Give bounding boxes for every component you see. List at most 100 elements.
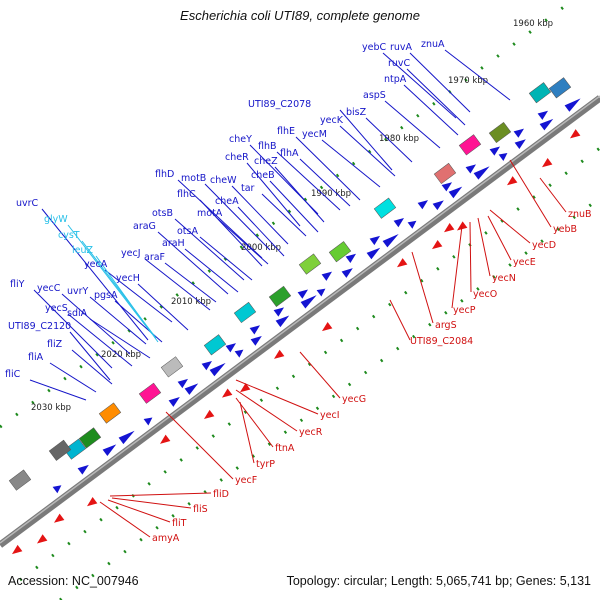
gc-block: [548, 77, 572, 99]
gene-label: fliZ: [47, 339, 63, 350]
blue-leader-line: [269, 180, 319, 233]
gene-label: cheZ: [254, 156, 278, 167]
blue-leader-line: [365, 117, 413, 163]
gene-label: ruvA: [390, 42, 413, 53]
gene-label: fliS: [193, 504, 208, 515]
red-leader-line: [165, 411, 234, 480]
gene-label: uvrC: [16, 198, 39, 209]
gc-block: [458, 134, 482, 156]
blue-leader-line: [157, 231, 229, 295]
gc-block: [268, 285, 292, 307]
reverse-gene-arrow: [569, 129, 581, 139]
blue-leader-line: [246, 162, 301, 227]
gene-label: flhE: [277, 126, 295, 137]
forward-gene-arrow: [465, 164, 477, 174]
gene-label: yebB: [553, 224, 577, 235]
gene-label: yecI: [320, 410, 340, 421]
gene-label: yecG: [342, 394, 366, 405]
forward-gene-arrow: [498, 152, 508, 161]
gene-label-trna: leuZ: [72, 245, 94, 256]
forward-gene-arrow: [441, 182, 453, 192]
red-leader-line: [239, 401, 255, 464]
blue-leader-line: [299, 158, 351, 207]
blue-leader-line: [339, 125, 396, 177]
cyan-leader-line: [67, 224, 153, 335]
red-leader-line: [509, 159, 552, 228]
gene-label: znuB: [568, 209, 592, 220]
gene-label: ntpA: [384, 74, 407, 85]
gene-label: fliY: [10, 279, 25, 290]
gene-label: UTI89_C2078: [248, 99, 311, 110]
red-leader-line: [487, 215, 512, 261]
reverse-gene-arrow: [431, 239, 443, 250]
reverse-gene-arrow: [396, 258, 408, 268]
red-leader-line: [539, 177, 567, 213]
gene-label: sdiA: [67, 308, 88, 319]
gene-label: flhB: [258, 141, 277, 152]
forward-gene-arrow: [143, 417, 153, 426]
forward-gene-arrow: [393, 218, 405, 228]
reverse-gene-arrow: [203, 409, 215, 420]
blue-leader-line: [217, 218, 269, 265]
red-leader-line: [235, 389, 298, 432]
gene-label: yecD: [532, 240, 556, 251]
reverse-gene-arrow: [321, 321, 333, 332]
forward-gene-arrow: [177, 378, 189, 389]
backbone-highlight: [0, 95, 600, 544]
gene-label: araH: [162, 238, 185, 249]
gene-label: cheY: [229, 134, 252, 145]
kbp-tick: 1960 kbp: [513, 19, 553, 29]
reverse-gene-arrow: [159, 434, 171, 444]
kbp-tick: 2010 kbp: [171, 297, 211, 307]
blue-leader-line: [67, 313, 133, 367]
gene-label: UTI89_C2120: [8, 321, 71, 332]
forward-gene-arrow: [77, 464, 89, 475]
gene-label: fliA: [28, 352, 44, 363]
red-leader-line: [99, 501, 151, 538]
kbp-ticks: 1960 kbp 1970 kbp 1980 kbp 1990 kbp 2000…: [31, 19, 553, 413]
gc-block: [98, 402, 122, 424]
gene-label: cheA: [215, 196, 239, 207]
gc-block: [298, 253, 322, 275]
gene-label: yecE: [513, 257, 536, 268]
red-leader-line: [477, 217, 491, 277]
gene-label: tar: [241, 183, 255, 194]
gene-label: fliT: [172, 518, 187, 529]
gene-label: yecM: [302, 129, 327, 140]
cyan-leader-line: [95, 255, 159, 343]
gene-label-trna: cysT: [58, 230, 80, 241]
forward-gene-arrow: [316, 288, 326, 297]
gc-block: [63, 438, 87, 460]
blue-leader-line: [409, 52, 471, 113]
red-leader-line: [411, 251, 434, 324]
gene-label: ftnA: [275, 443, 295, 454]
backbone-track: [0, 95, 600, 548]
forward-gene-arrow: [432, 200, 444, 211]
cyan-leader-lines: [67, 224, 159, 343]
forward-gene-arrow: [417, 200, 429, 210]
blue-leader-line: [33, 289, 113, 369]
blue-leader-line: [237, 206, 285, 257]
forward-gene-arrow: [209, 362, 226, 377]
gene-label: yecK: [320, 115, 344, 126]
gene-label: yecJ: [121, 248, 141, 259]
blue-leader-line: [89, 296, 147, 345]
blue-leader-line: [204, 183, 271, 251]
kbp-tick: 2000 kbp: [241, 243, 281, 253]
forward-gene-arrow: [273, 307, 285, 317]
summary-text: Topology: circular; Length: 5,065,741 bp…: [286, 574, 591, 588]
forward-gene-arrow: [168, 397, 180, 407]
forward-gene-arrow: [537, 110, 549, 120]
red-leader-lines: [99, 159, 567, 538]
gene-label: otsB: [152, 208, 173, 219]
reverse-gene-arrow: [541, 158, 553, 168]
gene-label: UTI89_C2084: [410, 336, 473, 347]
forward-gene-arrow: [321, 271, 333, 281]
red-leader-line: [111, 497, 192, 509]
blue-leader-lines: [29, 49, 511, 401]
gene-label: cheW: [210, 175, 237, 186]
forward-gene-arrow: [369, 235, 381, 246]
gene-label: amyA: [152, 533, 180, 544]
gene-label: yecN: [492, 273, 516, 284]
